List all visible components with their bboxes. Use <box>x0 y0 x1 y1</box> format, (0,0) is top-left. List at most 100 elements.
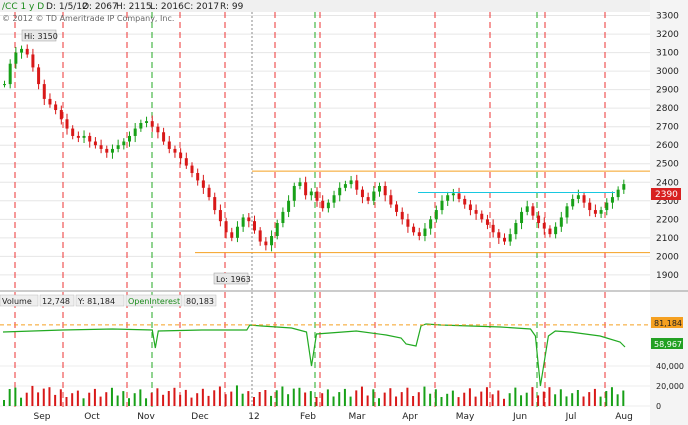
volume-bar <box>332 396 335 406</box>
candle-body <box>423 228 427 236</box>
candle-body <box>116 145 120 149</box>
volume-bar <box>190 397 193 406</box>
volume-bar <box>389 388 392 406</box>
candle-body <box>156 126 160 133</box>
candle-body <box>417 232 421 236</box>
candle-body <box>559 217 563 227</box>
volume-bar <box>235 385 238 406</box>
volume-bar <box>304 392 307 406</box>
candle-body <box>190 165 194 174</box>
volume-bar <box>537 395 540 406</box>
candle-body <box>253 221 256 231</box>
volume-bar <box>31 385 34 406</box>
candle-body <box>128 135 131 142</box>
date-readout: D: 1/5/12 <box>46 2 88 12</box>
month-label: Jun <box>512 412 527 422</box>
candle-body <box>25 48 29 55</box>
candle-body <box>179 152 183 159</box>
candle-body <box>531 206 535 216</box>
candle-body <box>315 191 319 201</box>
volume-bar <box>360 386 363 406</box>
oi-last-tag: 58,967 <box>651 338 683 349</box>
candle-body <box>213 197 217 211</box>
volume-bar <box>173 387 176 406</box>
volume-bar <box>366 395 369 406</box>
candle-body <box>622 184 626 190</box>
candle-body <box>88 135 92 142</box>
candle-body <box>520 211 524 224</box>
candle-body <box>372 191 376 201</box>
volume-bar <box>457 397 460 406</box>
copyright-text: © 2012 © TD Ameritrade IP Company, Inc. <box>2 14 174 23</box>
volume-bar <box>292 388 295 406</box>
candle-body <box>440 200 444 211</box>
candle-body <box>514 223 518 235</box>
candle-body <box>588 202 592 211</box>
candle-body <box>389 195 393 205</box>
candle-body <box>480 213 484 220</box>
volume-bar <box>270 395 273 406</box>
candle-body <box>71 128 75 136</box>
candle-body <box>355 180 359 190</box>
candle-body <box>468 204 472 211</box>
candle-body <box>582 195 586 203</box>
symbol-label[interactable]: /CC 1 y D <box>2 2 44 12</box>
volume-header: Volume 12,748 Y: 81,184 OpenInterest 80,… <box>0 294 217 307</box>
candle-body <box>457 193 461 199</box>
price-axis: 1900 2000 2100 2200 2300 2400 2500 2600 2700 2800… <box>656 12 684 411</box>
volume-bar <box>531 387 534 406</box>
candle-body <box>59 110 63 120</box>
volume-bar <box>241 393 244 406</box>
info-bar: /CC 1 y D D: 1/5/12 O: 2067 H: 2115 L: 2… <box>0 0 650 12</box>
candle-body <box>321 200 325 209</box>
candle-body <box>542 223 546 229</box>
lo-label: Lo: 1963 <box>213 272 251 285</box>
candle-body <box>378 185 381 192</box>
volume-bar <box>491 394 494 406</box>
volume-bar <box>565 396 568 406</box>
volume-bar <box>497 390 500 406</box>
volume-bar <box>593 388 596 406</box>
expiry-lines <box>14 12 606 407</box>
svg-text:81,184: 81,184 <box>654 319 682 328</box>
volume-bar <box>156 388 159 406</box>
volume-bar <box>99 396 102 406</box>
svg-text:Lo: 1963: Lo: 1963 <box>216 275 251 284</box>
candle-body <box>275 223 279 236</box>
volume-bar <box>230 391 233 406</box>
volume-bar <box>207 395 210 406</box>
candle-body <box>616 189 620 198</box>
candle-body <box>292 185 296 201</box>
volume-bar <box>247 391 250 406</box>
volume-bar <box>179 394 182 406</box>
month-label: Nov <box>137 412 155 422</box>
volume-bars <box>3 385 625 406</box>
volume-bar <box>275 390 278 406</box>
candle-body <box>360 189 364 198</box>
volume-bar <box>105 392 108 406</box>
volume-bar <box>224 394 227 406</box>
volume-bar <box>122 391 125 406</box>
candle-body <box>605 202 609 211</box>
volume-bar <box>184 389 187 406</box>
month-label: 12 <box>248 412 259 422</box>
candle-body <box>173 148 177 153</box>
month-label: Aug <box>615 412 633 422</box>
volume-bar <box>548 387 551 406</box>
volume-bar <box>309 391 312 406</box>
candle-body <box>366 197 370 201</box>
month-label: Dec <box>191 412 208 422</box>
candle-body <box>395 204 399 212</box>
price-tick-label: 3100 <box>656 49 679 59</box>
candle-body <box>446 195 450 201</box>
candle-body <box>508 234 512 242</box>
volume-tick-label: 40,000 <box>656 362 684 371</box>
candle-body <box>451 193 455 196</box>
candle-body <box>150 121 154 127</box>
volume-bar <box>326 389 329 406</box>
candle-body <box>429 219 433 229</box>
candle-body <box>247 217 251 222</box>
volume-bar <box>315 397 318 406</box>
month-label: Apr <box>402 412 418 422</box>
